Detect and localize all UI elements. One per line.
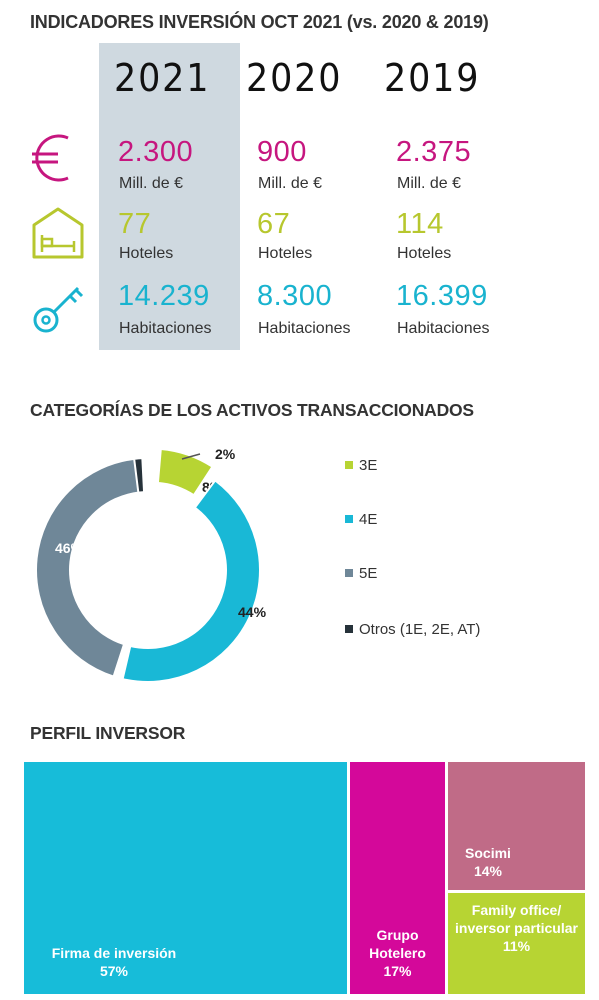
treemap-cell-firma-inversion: Firma de inversión 57% xyxy=(24,762,347,994)
investment-2020-unit: Mill. de € xyxy=(258,175,323,192)
donut-label-4e: 44% xyxy=(238,604,267,620)
year-2021: 2021 xyxy=(114,56,211,100)
investment-2019-value: 2.375 xyxy=(396,136,472,168)
hotel-icon xyxy=(32,207,84,259)
year-2019: 2019 xyxy=(384,56,481,100)
treemap-cell-family-office: Family office/ inversor particular 11% xyxy=(448,893,585,994)
euro-icon xyxy=(32,134,69,182)
treemap-cell-socimi: Socimi 14% xyxy=(448,762,585,890)
legend-item-4e: 4E xyxy=(345,509,485,530)
legend-item-otros: Otros (1E, 2E, AT) xyxy=(345,619,485,640)
treemap-name: Firma de inversión xyxy=(51,945,177,961)
rooms-2019-value: 16.399 xyxy=(396,280,488,312)
hotels-2021-value: 77 xyxy=(118,208,152,240)
legend-label: 4E xyxy=(359,511,378,528)
investment-2019-unit: Mill. de € xyxy=(397,175,462,192)
legend-swatch xyxy=(345,515,353,523)
hotels-2020-unit: Hoteles xyxy=(258,245,313,262)
donut-chart: 8%44%46%2% xyxy=(35,446,267,683)
rooms-2019-unit: Habitaciones xyxy=(397,320,490,337)
donut-leader-line xyxy=(181,453,201,460)
treemap-percent: 57% xyxy=(99,963,129,979)
rooms-2020-unit: Habitaciones xyxy=(258,320,351,337)
highlight-2021-column xyxy=(99,43,240,350)
legend-label: Otros (1E, 2E, AT) xyxy=(359,621,481,638)
treemap-name: Socimi xyxy=(465,845,511,861)
treemap-percent: 17% xyxy=(383,963,412,979)
donut-slice-3e xyxy=(156,447,214,497)
treemap-label-grupo-hotelero: Grupo Hotelero 17% xyxy=(350,926,445,980)
treemap-percent: 14% xyxy=(473,863,503,879)
legend-item-5e: 5E xyxy=(345,563,485,584)
legend-item-3e: 3E xyxy=(345,455,485,476)
legend-swatch xyxy=(345,461,353,469)
donut-label-otros: 2% xyxy=(215,446,236,462)
treemap-cell-grupo-hotelero: Grupo Hotelero 17% xyxy=(350,762,445,994)
main-title: INDICADORES INVERSIÓN OCT 2021 (vs. 2020… xyxy=(30,12,489,32)
treemap-name: Grupo Hotelero xyxy=(369,927,426,961)
investor-title: PERFIL INVERSOR xyxy=(30,723,186,743)
treemap-name: Family office/ inversor particular xyxy=(455,902,578,936)
hotels-2021-unit: Hoteles xyxy=(119,245,174,262)
rooms-2021-value: 14.239 xyxy=(118,280,210,312)
categories-title: CATEGORÍAS DE LOS ACTIVOS TRANSACCIONADO… xyxy=(30,400,474,420)
rooms-2020-value: 8.300 xyxy=(257,280,333,312)
donut-label-5e: 46% xyxy=(55,540,84,556)
investment-2021-unit: Mill. de € xyxy=(119,175,184,192)
legend-label: 3E xyxy=(359,457,378,474)
donut-slice-5e xyxy=(35,457,142,678)
hotels-2019-value: 114 xyxy=(396,208,444,240)
investment-2021-value: 2.300 xyxy=(118,136,194,168)
treemap-label-firma-inversion: Firma de inversión 57% xyxy=(24,944,204,980)
treemap-label-family-office: Family office/ inversor particular 11% xyxy=(448,901,585,955)
treemap-percent: 11% xyxy=(502,938,531,954)
legend-swatch xyxy=(345,625,353,633)
year-2020: 2020 xyxy=(246,56,343,100)
hotels-2020-value: 67 xyxy=(257,208,291,240)
investment-2020-value: 900 xyxy=(257,136,307,168)
hotels-2019-unit: Hoteles xyxy=(397,245,452,262)
donut-slice-otros xyxy=(133,457,146,494)
legend-label: 5E xyxy=(359,565,378,582)
treemap-label-socimi: Socimi 14% xyxy=(448,844,528,880)
rooms-2021-unit: Habitaciones xyxy=(119,320,212,337)
legend-swatch xyxy=(345,569,353,577)
key-icon xyxy=(33,286,84,333)
donut-slice-4e xyxy=(121,479,261,683)
